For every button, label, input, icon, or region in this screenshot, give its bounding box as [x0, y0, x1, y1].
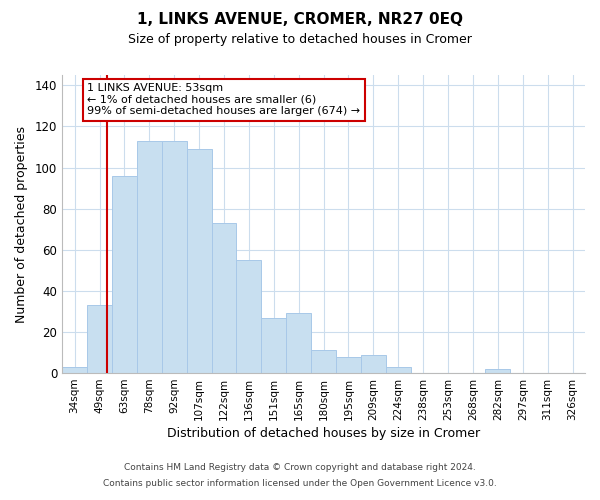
- Bar: [361, 354, 386, 373]
- Bar: [386, 367, 411, 373]
- Bar: [162, 141, 187, 373]
- Bar: [112, 176, 137, 373]
- Bar: [87, 305, 112, 373]
- Y-axis label: Number of detached properties: Number of detached properties: [15, 126, 28, 322]
- Bar: [137, 141, 162, 373]
- Bar: [212, 223, 236, 373]
- Text: Size of property relative to detached houses in Cromer: Size of property relative to detached ho…: [128, 32, 472, 46]
- Bar: [262, 318, 286, 373]
- Bar: [286, 314, 311, 373]
- Text: 1 LINKS AVENUE: 53sqm
← 1% of detached houses are smaller (6)
99% of semi-detach: 1 LINKS AVENUE: 53sqm ← 1% of detached h…: [87, 83, 360, 116]
- Text: Contains public sector information licensed under the Open Government Licence v3: Contains public sector information licen…: [103, 478, 497, 488]
- Text: 1, LINKS AVENUE, CROMER, NR27 0EQ: 1, LINKS AVENUE, CROMER, NR27 0EQ: [137, 12, 463, 28]
- X-axis label: Distribution of detached houses by size in Cromer: Distribution of detached houses by size …: [167, 427, 480, 440]
- Bar: [236, 260, 262, 373]
- Text: Contains HM Land Registry data © Crown copyright and database right 2024.: Contains HM Land Registry data © Crown c…: [124, 464, 476, 472]
- Bar: [485, 369, 511, 373]
- Bar: [311, 350, 336, 373]
- Bar: [62, 367, 87, 373]
- Bar: [336, 356, 361, 373]
- Bar: [187, 149, 212, 373]
